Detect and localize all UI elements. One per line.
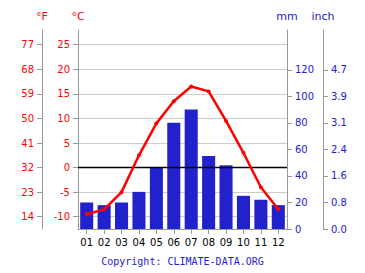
svg-text:06: 06 bbox=[167, 237, 180, 248]
svg-text:mm: mm bbox=[276, 10, 297, 23]
svg-text:80: 80 bbox=[295, 117, 308, 128]
svg-text:20: 20 bbox=[295, 197, 308, 208]
svg-text:2.4: 2.4 bbox=[331, 144, 347, 155]
svg-text:5: 5 bbox=[64, 138, 70, 149]
svg-text:23: 23 bbox=[21, 187, 34, 198]
svg-text:3.1: 3.1 bbox=[331, 117, 347, 128]
svg-text:-10: -10 bbox=[54, 211, 70, 222]
svg-text:14: 14 bbox=[21, 211, 34, 222]
svg-text:15: 15 bbox=[57, 88, 70, 99]
svg-text:77: 77 bbox=[21, 39, 34, 50]
svg-text:10: 10 bbox=[57, 113, 70, 124]
svg-text:03: 03 bbox=[115, 237, 128, 248]
svg-text:50: 50 bbox=[21, 113, 34, 124]
svg-text:08: 08 bbox=[202, 237, 215, 248]
svg-text:40: 40 bbox=[295, 170, 308, 181]
svg-text:0.0: 0.0 bbox=[331, 224, 347, 235]
svg-text:inch: inch bbox=[311, 10, 334, 23]
svg-text:05: 05 bbox=[150, 237, 163, 248]
svg-text:11: 11 bbox=[255, 237, 268, 248]
svg-text:59: 59 bbox=[21, 88, 34, 99]
svg-text:3.9: 3.9 bbox=[331, 91, 347, 102]
svg-text:°C: °C bbox=[71, 10, 85, 23]
svg-text:68: 68 bbox=[21, 64, 34, 75]
svg-text:120: 120 bbox=[295, 64, 314, 75]
svg-text:02: 02 bbox=[98, 237, 111, 248]
svg-text:60: 60 bbox=[295, 144, 308, 155]
svg-text:07: 07 bbox=[185, 237, 198, 248]
svg-text:01: 01 bbox=[80, 237, 93, 248]
svg-text:04: 04 bbox=[133, 237, 146, 248]
svg-text:20: 20 bbox=[57, 64, 70, 75]
svg-text:0: 0 bbox=[295, 224, 301, 235]
svg-text:Copyright: CLIMATE-DATA.ORG: Copyright: CLIMATE-DATA.ORG bbox=[101, 256, 264, 267]
svg-text:-5: -5 bbox=[60, 187, 70, 198]
svg-text:0.8: 0.8 bbox=[331, 197, 347, 208]
svg-text:10: 10 bbox=[237, 237, 250, 248]
svg-text:100: 100 bbox=[295, 91, 314, 102]
svg-text:1.6: 1.6 bbox=[331, 170, 347, 181]
svg-text:12: 12 bbox=[272, 237, 285, 248]
svg-text:32: 32 bbox=[21, 162, 34, 173]
svg-text:0: 0 bbox=[64, 162, 70, 173]
svg-text:°F: °F bbox=[36, 10, 48, 23]
svg-text:41: 41 bbox=[21, 138, 34, 149]
svg-text:09: 09 bbox=[220, 237, 233, 248]
svg-text:25: 25 bbox=[57, 39, 70, 50]
svg-text:4.7: 4.7 bbox=[331, 64, 347, 75]
